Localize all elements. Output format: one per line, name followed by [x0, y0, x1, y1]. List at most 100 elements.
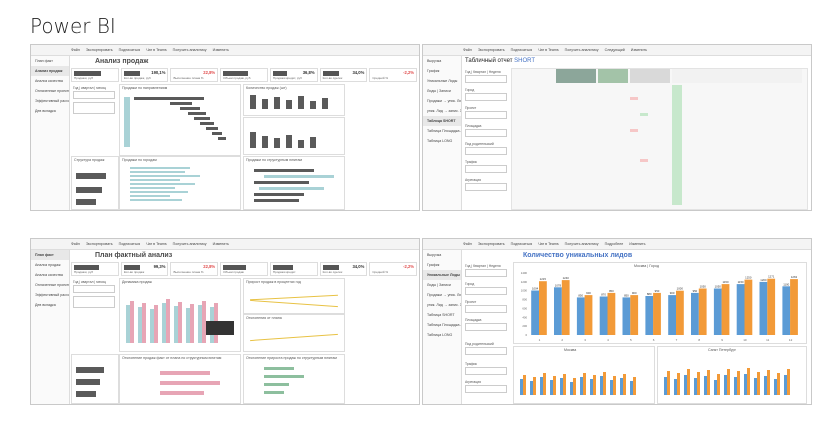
- data-label: 850: [578, 293, 583, 297]
- sidebar-item[interactable]: Уникальные Лиды: [427, 79, 458, 83]
- subscribe-button[interactable]: Подписаться: [118, 48, 141, 52]
- sidebar-item[interactable]: Таблица Площадка Л...: [427, 323, 461, 327]
- x-tick-label: 10: [743, 338, 747, 342]
- filter-dropdown[interactable]: [465, 347, 507, 355]
- sidebar-item[interactable]: Лиды | Записи: [427, 283, 451, 287]
- edit-button[interactable]: Изменить: [630, 48, 648, 52]
- screenshot-plan-fact: Страницы План факт Анализ продаж Анализ …: [30, 238, 420, 405]
- filter-dropdown[interactable]: [465, 147, 507, 155]
- filter-label: Год | квартал | месяц: [73, 280, 106, 284]
- sidebar-item[interactable]: Дев вкладка: [35, 109, 56, 113]
- edit-button[interactable]: Изменить: [212, 242, 229, 246]
- data-label: 900: [670, 291, 675, 295]
- sidebar-item[interactable]: Продажи → уник. Лид: [427, 99, 461, 103]
- teams-button[interactable]: Чат в Teams: [146, 48, 167, 52]
- data-label: 900: [586, 291, 591, 295]
- sidebar-item[interactable]: График: [427, 263, 440, 267]
- sidebar-item[interactable]: Выручка: [427, 253, 442, 257]
- bar-series-2-8: [698, 288, 707, 335]
- teams-button[interactable]: Чат в Teams: [146, 242, 167, 246]
- data-label: 1263: [791, 275, 798, 279]
- edit-button[interactable]: Изменить: [629, 242, 646, 246]
- sidebar-item[interactable]: Таблица LONG: [427, 333, 453, 337]
- data-label: 900: [632, 291, 637, 295]
- filter-dropdown[interactable]: [465, 93, 507, 101]
- sidebar-item[interactable]: Анализ качества: [35, 273, 63, 277]
- filter-dropdown[interactable]: [73, 285, 115, 293]
- filter-dropdown[interactable]: [465, 165, 507, 173]
- export-menu[interactable]: Экспортировать: [85, 48, 113, 52]
- export-menu[interactable]: Экспортировать: [477, 242, 505, 246]
- filter-dropdown[interactable]: [73, 91, 115, 99]
- export-menu[interactable]: Экспортировать: [477, 48, 505, 52]
- x-tick-label: 3: [584, 338, 586, 342]
- sidebar-item[interactable]: Выручка: [427, 59, 442, 63]
- sidebar-item[interactable]: уник. Лид → запис. За...: [427, 109, 461, 113]
- kpi-card: 22,8% Выполнение плана %: [170, 262, 219, 276]
- file-menu[interactable]: Файл: [71, 48, 80, 52]
- bar-series-1-10: [736, 284, 745, 335]
- insights-button[interactable]: Получить аналитику: [564, 48, 599, 52]
- date-slider[interactable]: [73, 296, 115, 308]
- file-menu[interactable]: Файл: [71, 242, 80, 246]
- sidebar-item[interactable]: Эффективный расход: [35, 293, 69, 297]
- y-tick-label: 1000: [521, 289, 528, 293]
- insights-button[interactable]: Получить аналитику: [172, 48, 207, 52]
- insights-button[interactable]: Получить аналитику: [172, 242, 207, 246]
- pages-sidebar: Страницы План факт Анализ продаж Анализ …: [31, 239, 70, 404]
- date-slider[interactable]: [73, 102, 115, 114]
- teams-button[interactable]: Чат в Teams: [538, 242, 559, 246]
- sidebar-item[interactable]: Анализ продаж: [35, 263, 61, 267]
- export-menu[interactable]: Экспортировать: [85, 242, 113, 246]
- bar-series-2-9: [721, 284, 730, 335]
- subscribe-button[interactable]: Подписаться: [510, 48, 533, 52]
- bar-series-1-8: [691, 292, 699, 335]
- subscribe-button[interactable]: Подписаться: [510, 242, 533, 246]
- sidebar-item[interactable]: График: [427, 69, 440, 73]
- sidebar-item[interactable]: Дев вкладка: [35, 303, 56, 307]
- data-label: 870: [601, 293, 606, 297]
- sidebar-item[interactable]: уник. Лид → запис. За...: [427, 303, 461, 307]
- filter-dropdown[interactable]: [465, 305, 507, 313]
- sidebar-item[interactable]: Продажи → уник. Лид: [427, 293, 461, 297]
- subscribe-button[interactable]: Подписаться: [118, 242, 141, 246]
- report-canvas: Табличный отчет SHORT Год | Квартал | Не…: [463, 56, 809, 210]
- filter-dropdown[interactable]: [465, 75, 507, 83]
- insights-button[interactable]: Получить аналитику: [564, 242, 599, 246]
- sidebar-item[interactable]: Таблица SHORT: [423, 116, 461, 126]
- data-table: [511, 68, 808, 210]
- teams-button[interactable]: Чат в Teams: [538, 48, 559, 52]
- sidebar-item[interactable]: Анализ качества: [35, 79, 63, 83]
- filter-dropdown[interactable]: [465, 269, 507, 277]
- sidebar-item[interactable]: Таблица SHORT: [427, 313, 455, 317]
- sidebar-item[interactable]: Уникальные Лиды: [423, 270, 461, 280]
- sidebar-item[interactable]: Эффективный расход: [35, 99, 69, 103]
- more-button[interactable]: Подробнее: [604, 242, 624, 246]
- filter-dropdown[interactable]: [465, 367, 507, 375]
- filter-dropdown[interactable]: [465, 385, 507, 393]
- data-label: 1250: [745, 276, 752, 280]
- filter-dropdown[interactable]: [465, 111, 507, 119]
- filter-dropdown[interactable]: [465, 287, 507, 295]
- sidebar-item[interactable]: Оплаченные проекты: [35, 89, 69, 93]
- file-menu[interactable]: Файл: [463, 242, 472, 246]
- edit-button[interactable]: Изменить: [212, 48, 229, 52]
- sidebar-item[interactable]: Анализ продаж: [31, 66, 69, 76]
- next-button[interactable]: Следующий: [604, 48, 625, 52]
- bar-series-2-2: [561, 280, 570, 335]
- sidebar-item[interactable]: Оплаченные проекты: [35, 283, 69, 287]
- filter-dropdown[interactable]: [465, 129, 507, 137]
- sidebar-item[interactable]: Таблица Площадка Л...: [427, 129, 461, 133]
- bar-series-2-1: [539, 281, 547, 335]
- filter-dropdown[interactable]: [465, 183, 507, 191]
- sidebar-item[interactable]: План факт: [35, 59, 53, 63]
- sidebar-item[interactable]: Таблица LONG: [427, 139, 453, 143]
- file-menu[interactable]: Файл: [463, 48, 472, 52]
- filter-dropdown[interactable]: [465, 323, 507, 331]
- filter-label: Год | квартал | месяц: [73, 86, 106, 90]
- panel-spb: Санкт Петербург: [657, 346, 807, 404]
- kpi-card: Объем продаж, руб: [220, 68, 268, 82]
- sidebar-item[interactable]: План факт: [31, 250, 69, 260]
- x-tick-label: 8: [698, 338, 700, 342]
- sidebar-item[interactable]: Лиды | Записи: [427, 89, 451, 93]
